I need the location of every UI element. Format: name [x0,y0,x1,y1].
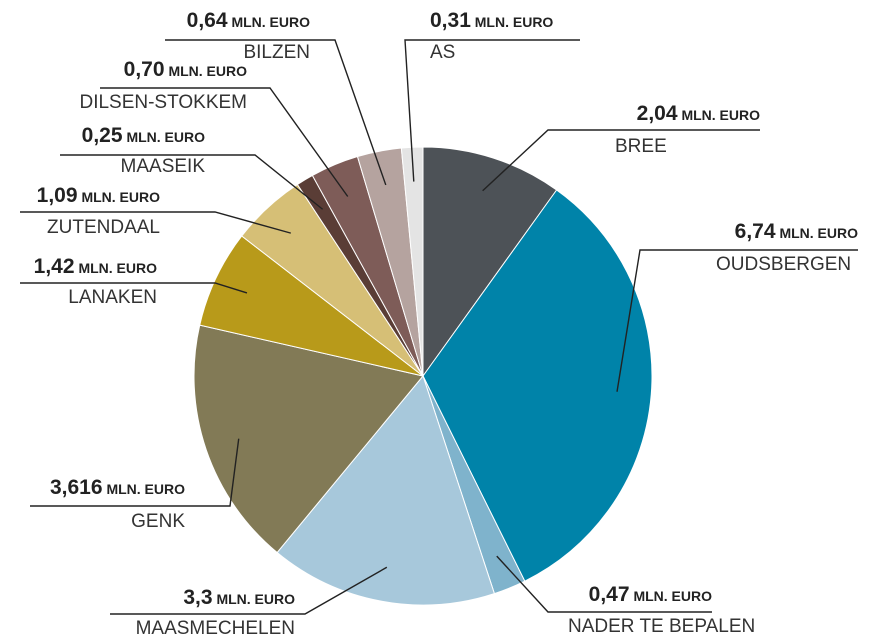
value-label: 1,09 MLN. EURO [37,184,160,207]
value-number: 3,3 [183,586,212,609]
value-number: 0,31 [430,9,471,32]
leader-line [60,154,324,210]
leader-line [496,555,712,613]
category-label: LANAKEN [68,287,157,308]
value-label: 0,25 MLN. EURO [82,124,205,147]
value-label: 0,31 MLN. EURO [430,9,553,32]
leader-line [165,39,387,186]
unit-label: MLN. EURO [633,588,712,604]
leader-line [404,39,580,182]
value-number: 1,42 [34,255,75,278]
category-label: BILZEN [243,42,310,63]
unit-label: MLN. EURO [231,14,310,30]
leader-line [110,566,388,615]
unit-label: MLN. EURO [681,107,760,123]
unit-label: MLN. EURO [78,260,157,276]
value-number: 0,47 [589,583,630,606]
unit-label: MLN. EURO [216,591,295,607]
unit-label: MLN. EURO [168,63,247,79]
unit-label: MLN. EURO [475,14,554,30]
value-number: 1,09 [37,184,78,207]
pie-slice [193,324,424,554]
category-label: MAASMECHELEN [136,618,295,639]
category-label: BREE [615,136,667,157]
value-label: 1,42 MLN. EURO [34,255,157,278]
leader-line [616,249,858,392]
leader-line [482,129,760,192]
unit-label: MLN. EURO [81,189,160,205]
value-label: 2,04 MLN. EURO [637,102,760,125]
value-number: 3,616 [50,476,103,499]
value-label: 3,616 MLN. EURO [50,476,185,499]
unit-label: MLN. EURO [106,481,185,497]
category-label: AS [430,42,455,63]
value-label: 6,74 MLN. EURO [735,220,858,243]
category-label: ZUTENDAAL [47,217,160,238]
value-label: 0,64 MLN. EURO [187,9,310,32]
pie-slice [276,374,496,606]
value-number: 0,64 [187,9,228,32]
category-label: DILSEN-STOKKEM [79,92,247,113]
value-number: 2,04 [637,102,678,125]
category-label: MAASEIK [121,156,206,177]
category-label: GENK [131,511,185,532]
value-number: 0,70 [124,58,165,81]
leader-line [20,211,291,234]
leader-line [30,438,240,507]
unit-label: MLN. EURO [126,129,205,145]
category-label: NADER TE BEPALEN [568,616,755,637]
pie-slice [422,146,558,378]
value-label: 0,70 MLN. EURO [124,58,247,81]
category-label: OUDSBERGEN [716,254,851,275]
value-label: 3,3 MLN. EURO [183,586,295,609]
pie-slice [422,189,653,582]
value-number: 0,25 [82,124,123,147]
leader-line [20,282,248,294]
value-number: 6,74 [735,220,776,243]
unit-label: MLN. EURO [779,225,858,241]
value-label: 0,47 MLN. EURO [589,583,712,606]
leader-line [100,87,349,197]
